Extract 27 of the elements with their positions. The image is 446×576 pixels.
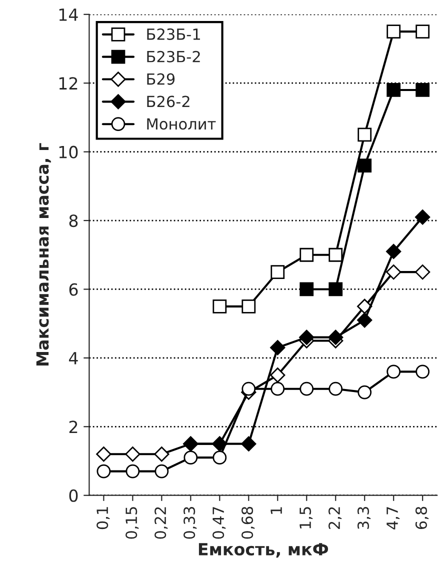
y-tick-label: 4 — [68, 352, 78, 364]
x-axis-title: Емкость, мкФ — [198, 543, 328, 558]
x-tick-label: 1 — [270, 507, 282, 514]
legend-label: Б23Б-2 — [147, 50, 200, 62]
x-tick-label: 3,3 — [357, 507, 371, 529]
x-tick-label: 0,22 — [154, 507, 168, 539]
y-tick-label: 0 — [69, 489, 78, 502]
x-tick-label: 2,2 — [328, 507, 342, 529]
y-tick-label: 10 — [59, 146, 78, 158]
x-tick-label: 0,47 — [212, 507, 226, 539]
legend-label: Б23Б-1 — [147, 28, 200, 40]
y-tick-label: 8 — [69, 214, 78, 228]
y-axis-title: Максимальная масса, г — [36, 143, 51, 366]
x-tick-label: 0,68 — [242, 506, 255, 539]
x-tick-label: 1,5 — [300, 507, 313, 528]
legend-label: Монолит — [147, 118, 216, 130]
y-tick-label: 12 — [59, 77, 78, 90]
x-tick-label: 6,8 — [415, 506, 429, 530]
y-tick-label: 14 — [59, 8, 78, 21]
y-tick-label: 6 — [69, 283, 78, 296]
y-tick-label: 2 — [69, 420, 78, 433]
x-tick-label: 0,33 — [184, 507, 197, 539]
x-tick-label: 0,1 — [96, 507, 110, 530]
legend-label: Б29 — [147, 73, 175, 85]
x-tick-label: 4,7 — [386, 507, 400, 530]
legend-label: Б26-2 — [147, 96, 190, 108]
x-tick-label: 0,15 — [126, 507, 139, 539]
